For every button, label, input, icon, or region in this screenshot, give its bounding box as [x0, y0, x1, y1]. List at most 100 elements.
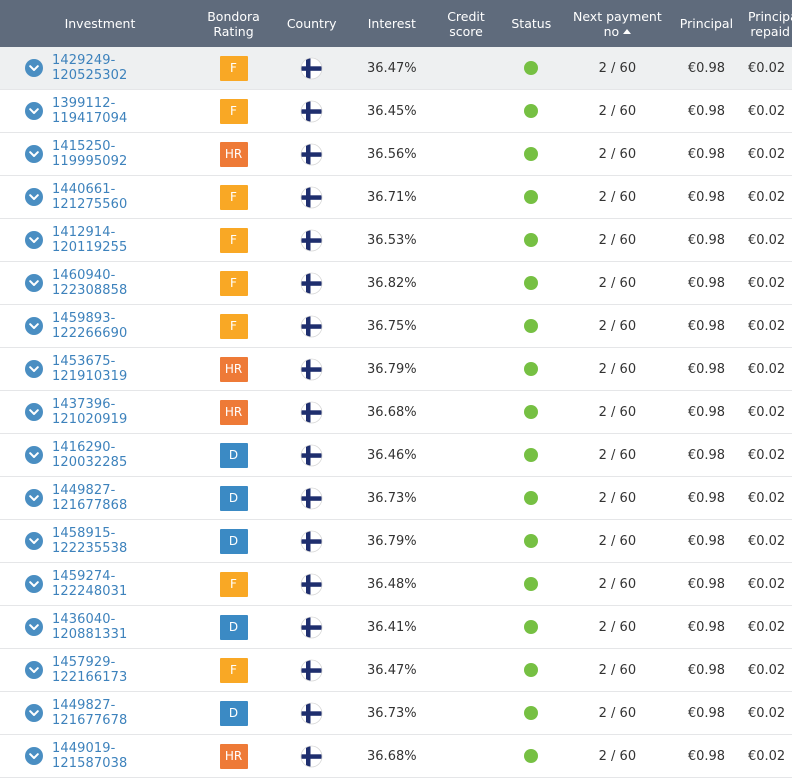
chevron-down-icon[interactable]: [25, 360, 43, 378]
cell-principal: €0.98: [687, 533, 726, 549]
cell-principal: €0.98: [687, 662, 726, 678]
investment-link[interactable]: 1440661-121275560: [52, 182, 128, 212]
status-active-dot-icon: [524, 534, 539, 548]
cell-principal: €0.98: [687, 361, 726, 377]
cell-investment: 1429249-120525302: [0, 53, 188, 83]
table-row: 1416290-120032285 D 36.46% 2 / 60 €0.98 €0.02: [0, 434, 792, 477]
investment-link[interactable]: 1458915-122235538: [52, 526, 128, 556]
cell-principal-repaid: €0.02: [747, 576, 786, 592]
table-row: 1453675-121910319 HR 36.79% 2 / 60 €0.98 €0.0…: [0, 348, 792, 391]
col-header-status[interactable]: Status: [511, 16, 552, 31]
chevron-down-icon[interactable]: [25, 403, 43, 421]
chevron-down-icon[interactable]: [25, 661, 43, 679]
investment-link[interactable]: 1453675-121910319: [52, 354, 128, 384]
chevron-down-icon[interactable]: [25, 704, 43, 722]
cell-principal-repaid: €0.02: [747, 189, 786, 205]
col-header-investment[interactable]: Investment: [0, 16, 188, 31]
status-active-dot-icon: [524, 706, 539, 720]
cell-principal-repaid: €0.02: [747, 275, 786, 291]
cell-status: [493, 276, 570, 290]
cell-next-payment: 2 / 60: [598, 189, 637, 205]
investment-link[interactable]: 1437396-121020919: [52, 397, 128, 427]
cell-interest: 36.47%: [367, 662, 417, 678]
chevron-down-icon[interactable]: [25, 532, 43, 550]
rating-badge: F: [219, 55, 248, 81]
chevron-down-icon[interactable]: [25, 274, 43, 292]
chevron-down-icon[interactable]: [25, 747, 43, 765]
investment-link[interactable]: 1449827-121677678: [52, 698, 128, 728]
col-header-interest[interactable]: Interest: [367, 16, 416, 31]
cell-country: [279, 272, 344, 295]
chevron-down-icon[interactable]: [25, 102, 43, 120]
investment-link[interactable]: 1399112-119417094: [52, 96, 128, 126]
table-row: 1457929-122166173 F 36.47% 2 / 60 €0.98 €0.02: [0, 649, 792, 692]
cell-status: [493, 663, 570, 677]
investment-link[interactable]: 1460940-122308858: [52, 268, 128, 298]
col-header-next-payment[interactable]: Next payment no: [570, 9, 665, 39]
rating-badge: D: [219, 485, 248, 511]
finland-flag-icon: [300, 573, 323, 596]
chevron-down-icon[interactable]: [25, 145, 43, 163]
cell-interest: 36.73%: [367, 705, 417, 721]
cell-status: [493, 147, 570, 161]
chevron-down-icon[interactable]: [25, 317, 43, 335]
investment-link[interactable]: 1459274-122248031: [52, 569, 128, 599]
cell-principal-repaid: €0.02: [747, 146, 786, 162]
finland-flag-icon: [300, 186, 323, 209]
cell-next-payment: 2 / 60: [598, 748, 637, 764]
col-header-credit-score[interactable]: Credit score: [447, 8, 485, 39]
col-header-principal[interactable]: Principal: [679, 16, 734, 31]
investment-link[interactable]: 1415250-119995092: [52, 139, 128, 169]
cell-principal-repaid: €0.02: [747, 619, 786, 635]
chevron-down-icon[interactable]: [25, 446, 43, 464]
col-header-rating[interactable]: Bondora Rating: [207, 8, 260, 39]
cell-status: [493, 577, 570, 591]
cell-status: [493, 706, 570, 720]
investment-link[interactable]: 1429249-120525302: [52, 53, 128, 83]
col-header-investment-label: Investment: [64, 16, 136, 31]
cell-investment: 1415250-119995092: [0, 139, 188, 169]
cell-principal: €0.98: [687, 60, 726, 76]
cell-interest: 36.68%: [367, 748, 417, 764]
chevron-down-icon[interactable]: [25, 575, 43, 593]
cell-country: [279, 745, 344, 768]
cell-principal-repaid: €0.02: [747, 447, 786, 463]
col-header-country[interactable]: Country: [286, 16, 337, 31]
investment-link[interactable]: 1459893-122266690: [52, 311, 128, 341]
chevron-down-icon[interactable]: [25, 188, 43, 206]
cell-investment: 1457929-122166173: [0, 655, 188, 685]
chevron-down-icon[interactable]: [25, 618, 43, 636]
rating-badge: D: [219, 614, 248, 640]
status-active-dot-icon: [524, 233, 539, 247]
investment-link[interactable]: 1449827-121677868: [52, 483, 128, 513]
table-row: 1437396-121020919 HR 36.68% 2 / 60 €0.98 €0.0…: [0, 391, 792, 434]
cell-investment: 1437396-121020919: [0, 397, 188, 427]
rating-badge: F: [219, 571, 248, 597]
rating-badge: D: [219, 442, 248, 468]
cell-country: [279, 186, 344, 209]
cell-interest: 36.75%: [367, 318, 417, 334]
cell-country: [279, 315, 344, 338]
investment-link[interactable]: 1416290-120032285: [52, 440, 128, 470]
cell-interest: 36.48%: [367, 576, 417, 592]
cell-interest: 36.56%: [367, 146, 417, 162]
chevron-down-icon[interactable]: [25, 59, 43, 77]
cell-interest: 36.68%: [367, 404, 417, 420]
table-body: 1429249-120525302 F 36.47% 2 / 60 €0.98 €0.02…: [0, 47, 792, 778]
investment-link[interactable]: 1436040-120881331: [52, 612, 128, 642]
investment-link[interactable]: 1457929-122166173: [52, 655, 128, 685]
status-active-dot-icon: [524, 104, 539, 118]
chevron-down-icon[interactable]: [25, 489, 43, 507]
cell-interest: 36.82%: [367, 275, 417, 291]
cell-next-payment: 2 / 60: [598, 318, 637, 334]
cell-next-payment: 2 / 60: [598, 619, 637, 635]
investment-link[interactable]: 1449019-121587038: [52, 741, 128, 771]
cell-rating: HR: [188, 743, 279, 769]
investment-link[interactable]: 1412914-120119255: [52, 225, 128, 255]
cell-interest: 36.73%: [367, 490, 417, 506]
col-header-principal-repaid[interactable]: Principal repaid: [747, 8, 792, 39]
cell-principal: €0.98: [687, 189, 726, 205]
cell-country: [279, 401, 344, 424]
chevron-down-icon[interactable]: [25, 231, 43, 249]
cell-next-payment: 2 / 60: [598, 232, 637, 248]
